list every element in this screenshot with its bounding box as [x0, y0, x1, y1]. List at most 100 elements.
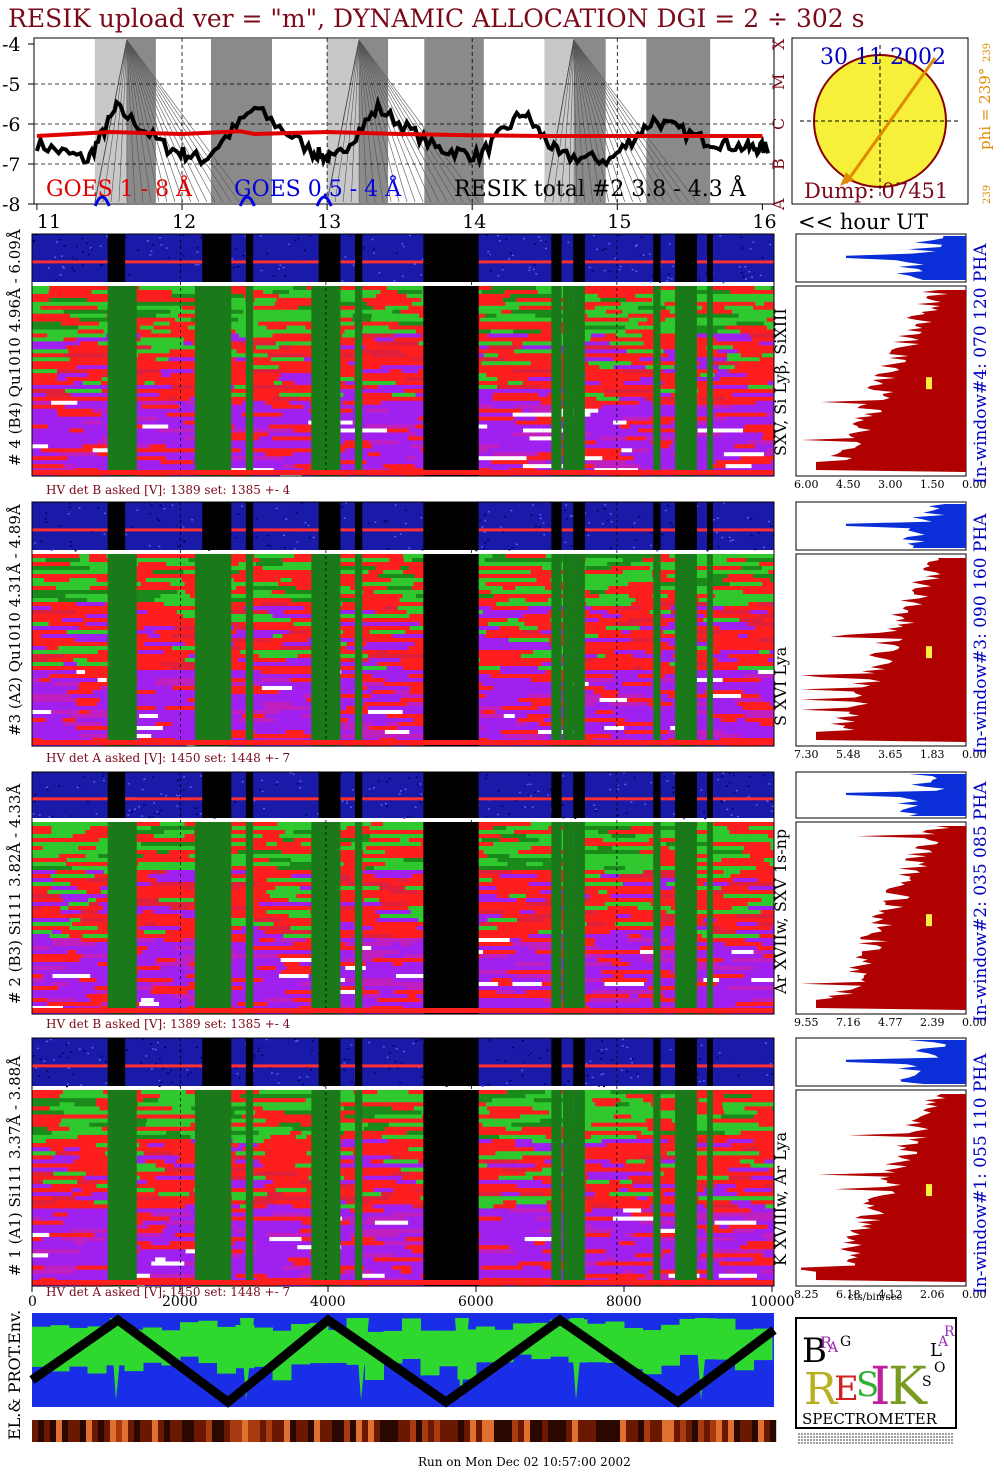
pha-noise: [635, 243, 638, 246]
spectrogram-cell: [504, 289, 538, 295]
spectrogram-cell: [342, 602, 354, 607]
spectrogram-cell: [497, 926, 515, 931]
spectrogram-cell: [88, 634, 117, 639]
spectrogram-cell: [402, 962, 436, 967]
spectrogram-cell: [239, 420, 274, 426]
spectrogram-cell: [656, 289, 684, 295]
spectrogram-cell: [330, 456, 360, 461]
pha-noise: [59, 1055, 62, 1057]
spectrogram-cell: [543, 718, 557, 723]
spectrogram-cell: [32, 570, 61, 575]
spectrogram-cell: [584, 329, 626, 335]
spectrogram-cell: [722, 598, 768, 603]
spectrogram-cell: [101, 412, 112, 418]
spectrogram-cell: [359, 456, 407, 461]
spectrogram-cell: [665, 361, 680, 366]
spectrogram-cell: [496, 662, 542, 667]
spectrogram-cell: [737, 349, 774, 354]
spectrogram-cell: [652, 670, 693, 675]
pha-noise: [99, 245, 102, 247]
spectrogram-cell: [46, 646, 59, 651]
spectrogram-cell: [276, 842, 302, 847]
profile-fill: [801, 826, 966, 1010]
pha-noise: [609, 773, 612, 776]
spectrogram-cell: [259, 678, 291, 683]
spectrogram-cell: [132, 890, 176, 895]
spectrogram-cell: [278, 582, 308, 587]
spectrogram-cell: [530, 365, 567, 370]
spectrogram-cell: [61, 321, 100, 327]
spectrogram-cell: [576, 966, 622, 971]
spectrogram-cell: [496, 886, 529, 891]
spectrogram-cell: [402, 926, 418, 931]
spectrogram-cell: [740, 456, 773, 461]
spectrogram-cell: [712, 574, 729, 579]
spectrogram-cell: [32, 938, 53, 943]
spectrogram-cell: [77, 838, 100, 843]
pha-noise: [549, 788, 552, 791]
spectrogram-cell: [73, 333, 107, 339]
spectrogram-cell: [290, 345, 324, 350]
spectrogram-cell: [32, 456, 51, 461]
spectrogram-cell: [638, 321, 661, 327]
pha-noise: [564, 541, 567, 544]
spectrogram-cell: [728, 574, 754, 579]
spectrogram-cell: [466, 562, 493, 567]
spectrogram-cell: [704, 392, 733, 398]
spectrogram-cell: [32, 846, 43, 851]
spectrogram-cell: [389, 424, 416, 430]
spectrogram-cell: [270, 898, 289, 903]
pha-noise: [294, 239, 297, 241]
pha-line: [32, 528, 774, 532]
spectrogram-cell: [405, 706, 428, 711]
spectrogram-cell: [592, 578, 622, 583]
pha-noise: [101, 775, 104, 778]
spectrogram-cell: [32, 606, 52, 611]
spectrogram-cell: [69, 934, 83, 939]
spectrogram-cell: [491, 286, 537, 291]
data-gap: [653, 234, 661, 282]
data-gap: [423, 772, 479, 818]
spectrogram-cell: [657, 329, 682, 335]
spectrogram-cell: [757, 878, 774, 883]
data-gap: [675, 286, 697, 476]
pha-noise: [372, 248, 375, 250]
spectrogram-cell: [373, 906, 409, 911]
spectrogram-cell: [575, 730, 595, 735]
spectrogram-cell: [175, 702, 203, 707]
spectrogram-cell: [32, 994, 74, 999]
sun-panel: 30 11 2002 Dump: 07451 phi = 239° 239 23…: [791, 37, 994, 205]
spectrogram-cell: [41, 448, 70, 453]
spectrogram-cell: [215, 830, 249, 835]
pha-noise: [730, 814, 733, 816]
spectrogram-cell: [343, 686, 358, 691]
spectrogram-cell: [86, 994, 120, 999]
spectrogram-cell: [405, 630, 429, 635]
spectrogram-cell: [170, 906, 189, 911]
spectrogram-cell: [232, 710, 280, 715]
spectrogram-cell: [569, 297, 601, 303]
pha-noise: [584, 531, 587, 534]
spectrogram-cell: [340, 428, 388, 434]
spectrogram-cell: [146, 994, 174, 999]
pha-noise: [176, 779, 179, 782]
pha-noise: [242, 254, 245, 257]
pha-noise: [199, 813, 202, 815]
spectrogram-cell: [700, 670, 742, 675]
spectrogram-cell: [160, 966, 187, 971]
spectrogram-cell: [717, 329, 741, 335]
spectrogram-cell: [618, 690, 641, 695]
spectrogram-cell: [418, 341, 428, 346]
spectrogram-cell: [496, 846, 532, 851]
spectrogram-cell: [615, 722, 654, 727]
pha-noise: [283, 534, 286, 537]
spectrogram-cell: [756, 590, 774, 595]
spectrogram-cell: [538, 730, 547, 735]
spectrogram-cell: [531, 702, 569, 707]
spectrogram-cell: [650, 914, 692, 919]
spectrogram-cell: [32, 890, 48, 895]
spectrogram-cell: [168, 710, 210, 715]
spectrogram-cell: [258, 578, 281, 583]
spectrogram-cell: [159, 392, 201, 398]
spectrogram-cell: [83, 428, 99, 434]
